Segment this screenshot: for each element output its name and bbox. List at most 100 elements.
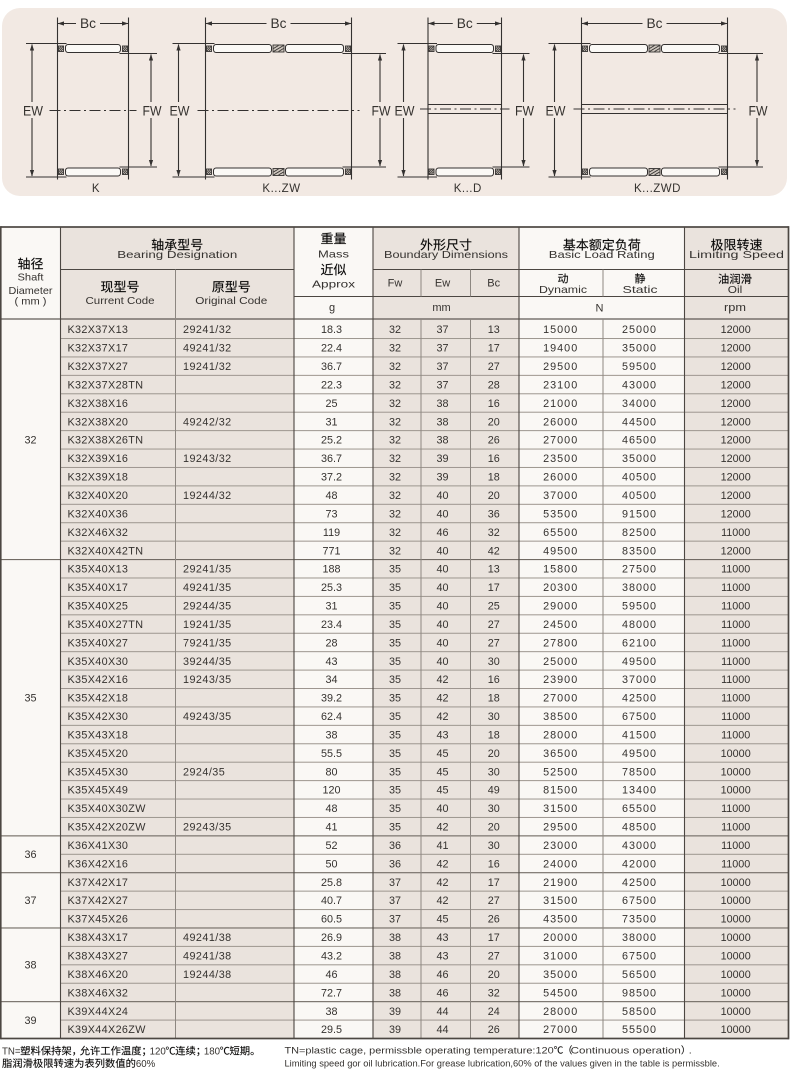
svg-text:37: 37 [436,343,448,355]
svg-text:53500: 53500 [543,508,578,520]
svg-text:K35X43X18: K35X43X18 [68,729,129,741]
svg-text:K: K [92,183,100,195]
svg-text:35: 35 [389,656,401,668]
svg-text:32: 32 [389,398,401,410]
svg-text:49242/32: 49242/32 [183,416,232,428]
svg-text:21900: 21900 [543,877,578,889]
svg-text:25000: 25000 [622,324,657,336]
svg-text:35: 35 [389,582,401,594]
svg-text:43: 43 [436,729,448,741]
svg-text:11000: 11000 [721,840,750,852]
svg-text:28: 28 [325,637,337,649]
svg-text:25.3: 25.3 [321,582,342,594]
svg-text:35: 35 [389,674,401,686]
svg-text:K37X45X26: K37X45X26 [68,914,129,926]
svg-text:K36X41X30: K36X41X30 [68,840,129,852]
svg-text:37: 37 [389,877,401,889]
svg-text:23000: 23000 [543,840,578,852]
svg-text:K32X38X20: K32X38X20 [68,416,129,428]
svg-text:78500: 78500 [622,766,657,778]
svg-text:35: 35 [389,637,401,649]
svg-text:K35X42X20ZW: K35X42X20ZW [68,822,147,834]
svg-text:40: 40 [436,582,448,594]
svg-text:18: 18 [488,729,500,741]
svg-text:EW: EW [395,104,415,119]
svg-text:N: N [596,303,604,315]
svg-text:K32X37X13: K32X37X13 [68,324,129,336]
svg-text:35: 35 [389,711,401,723]
svg-text:72.7: 72.7 [321,987,342,999]
svg-text:K32X40X20: K32X40X20 [68,490,129,502]
svg-text:K35X40X25: K35X40X25 [68,601,129,613]
svg-text:80: 80 [325,766,337,778]
svg-text:40.7: 40.7 [321,895,342,907]
svg-text:37.2: 37.2 [321,472,342,484]
svg-text:41: 41 [325,822,337,834]
svg-text:27800: 27800 [543,637,578,649]
svg-text:43.2: 43.2 [321,951,342,963]
svg-text:32: 32 [389,527,401,539]
svg-text:40: 40 [436,508,448,520]
svg-text:K32X40X36: K32X40X36 [68,508,129,520]
svg-text:29.5: 29.5 [321,1024,342,1036]
svg-text:19241/32: 19241/32 [183,361,232,373]
svg-text:11000: 11000 [721,822,750,834]
svg-text:26.9: 26.9 [321,932,342,944]
svg-text:62100: 62100 [622,637,657,649]
svg-text:54500: 54500 [543,987,578,999]
svg-text:18: 18 [488,693,500,705]
svg-text:37: 37 [436,324,448,336]
svg-text:30: 30 [488,711,500,723]
svg-text:11000: 11000 [721,858,750,870]
svg-text:32: 32 [488,987,500,999]
svg-text:27: 27 [488,637,500,649]
svg-text:27000: 27000 [543,693,578,705]
svg-text:45: 45 [436,785,448,797]
svg-text:10000: 10000 [721,951,751,963]
svg-text:K...D: K...D [454,183,482,195]
svg-text:11000: 11000 [721,803,750,815]
svg-text:19400: 19400 [543,343,578,355]
svg-text:36: 36 [24,849,36,861]
svg-text:40500: 40500 [622,472,657,484]
svg-text:10000: 10000 [721,766,751,778]
svg-text:19241/35: 19241/35 [183,619,232,631]
svg-text:27: 27 [488,895,500,907]
svg-text:79241/35: 79241/35 [183,637,232,649]
svg-text:EW: EW [170,104,190,119]
svg-text:22.3: 22.3 [321,379,342,391]
svg-text:K32X38X16: K32X38X16 [68,398,129,410]
svg-text:10000: 10000 [721,895,751,907]
svg-text:49243/35: 49243/35 [183,711,232,723]
svg-text:55.5: 55.5 [321,748,342,760]
svg-text:48: 48 [325,803,337,815]
svg-text:32: 32 [389,343,401,355]
svg-text:15800: 15800 [543,564,578,576]
svg-text:39.2: 39.2 [321,693,342,705]
svg-text:35: 35 [389,748,401,760]
svg-text:67500: 67500 [622,895,657,907]
svg-text:25.2: 25.2 [321,435,342,447]
svg-text:11000: 11000 [721,729,750,741]
svg-text:42: 42 [436,693,448,705]
svg-text:42: 42 [436,877,448,889]
svg-text:37: 37 [436,379,448,391]
svg-text:32: 32 [389,435,401,447]
svg-text:FW: FW [372,104,391,119]
svg-text:35: 35 [389,803,401,815]
svg-text:10000: 10000 [721,932,751,944]
svg-text:67500: 67500 [622,711,657,723]
svg-text:27: 27 [488,619,500,631]
svg-text:10000: 10000 [721,785,751,797]
svg-text:K35X40X17: K35X40X17 [68,582,129,594]
svg-text:16: 16 [488,398,500,410]
svg-text:27000: 27000 [543,435,578,447]
svg-text:31000: 31000 [543,951,578,963]
svg-text:42: 42 [436,711,448,723]
svg-text:35: 35 [389,729,401,741]
svg-text:Oil: Oil [728,284,743,296]
svg-text:46: 46 [436,969,448,981]
svg-text:40: 40 [436,545,448,557]
svg-text:40: 40 [436,619,448,631]
svg-text:Original Code: Original Code [195,295,267,307]
